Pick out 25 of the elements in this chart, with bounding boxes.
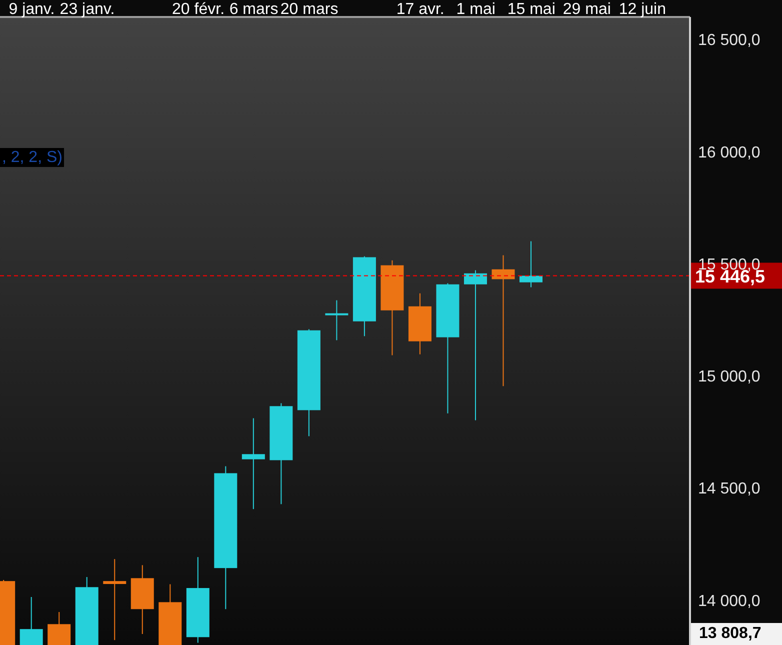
candlestick: [20, 596, 43, 645]
x-tick-label: 23 janv.: [60, 1, 115, 18]
y-tick-label: 16 000,0: [698, 144, 760, 162]
annotation: , 2, 2, S): [0, 148, 64, 167]
y-tick-label: 14 500,0: [698, 480, 760, 498]
x-tick-label: 6 mars: [229, 1, 278, 18]
price-tag: 13 808,7: [691, 623, 782, 645]
x-tick-label: 20 févr.: [172, 1, 225, 18]
x-tick-label: 29 mai: [562, 1, 611, 18]
candlestick: [325, 300, 348, 341]
candlestick: [520, 240, 542, 288]
x-tick-label: 9 janv.: [8, 1, 55, 18]
candlestick: [103, 558, 126, 641]
candlestick: [492, 254, 515, 387]
candlestick: [48, 612, 71, 645]
x-tick-label: 17 avr.: [396, 1, 444, 18]
y-tick-label: 14 000,0: [698, 592, 760, 610]
x-tick-label: 20 mars: [280, 1, 338, 18]
x-tick-label: 1 mai: [456, 1, 496, 18]
y-tick-label: 16 500,0: [698, 32, 760, 50]
x-tick-label: 15 mai: [507, 1, 556, 18]
candlestick: [464, 270, 487, 421]
x-tick-label: 12 juin: [618, 1, 666, 18]
y-tick-label: 15 000,0: [698, 368, 760, 386]
candlestick: [242, 418, 265, 510]
